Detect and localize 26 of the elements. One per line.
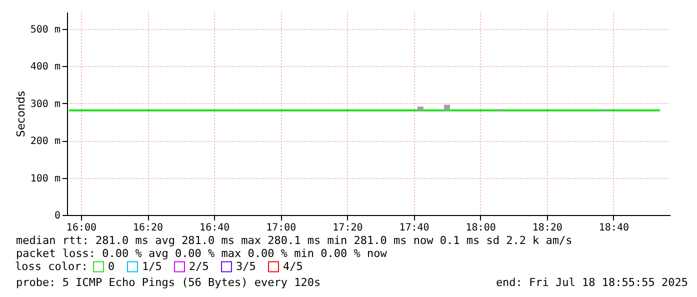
x-tick-label: 17:20 [332, 222, 363, 234]
y-tick-label: 100 m [30, 173, 60, 184]
text: end: Fri Jul 18 18:55:55 2025 [496, 276, 688, 289]
legend-label: 0 [108, 260, 115, 273]
y-tick-label: 500 m [30, 24, 60, 36]
x-tick-label: 18:00 [466, 222, 496, 234]
legend-label: 2/5 [189, 260, 209, 273]
legend-label: 1/5 [142, 260, 162, 273]
y-tick-label: 300 m [30, 98, 60, 110]
legend-title: loss color: [15, 260, 88, 273]
y-tick-label: 0 [54, 210, 60, 222]
y-axis-title: Seconds [14, 90, 28, 138]
x-tick-label: 17:40 [399, 222, 430, 234]
text: packet loss: 0.00 % avg 0.00 % max 0.00 % min 0.00 % now [16, 247, 388, 260]
y-tick-label: 400 m [30, 62, 60, 73]
x-tick-label: 16:40 [200, 222, 230, 234]
legend-label: 3/5 [236, 260, 256, 273]
text: probe: 5 ICMP Echo Pings (56 Bytes) every 120s [16, 276, 321, 289]
x-tick-label: 18:40 [598, 222, 629, 234]
y-tick-label: 200 m [30, 136, 60, 148]
text: median rtt: 281.0 ms avg 281.0 ms max 280.1 ms min 281.0 ms now 0.1 ms sd 2.2 k am/s [16, 234, 572, 247]
legend-label: 4/5 [283, 260, 303, 273]
x-tick-label: 16:00 [66, 222, 97, 234]
x-tick-label: 17:00 [266, 222, 296, 234]
x-tick-label: 18:20 [532, 222, 562, 234]
x-tick-label: 16:20 [132, 222, 164, 234]
